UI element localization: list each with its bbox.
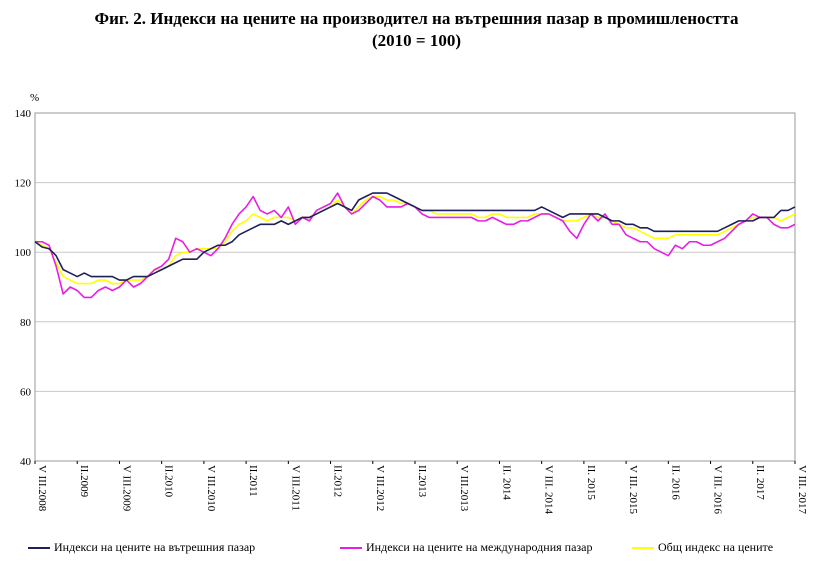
gridlines	[34, 112, 796, 462]
series-line-1	[35, 192, 796, 299]
x-tick-label: II. 2016	[669, 465, 681, 500]
series-line-0	[34, 192, 796, 281]
x-tick-label: V III. 2014	[543, 465, 555, 514]
y-tick-label: 120	[15, 178, 32, 190]
series-line-2	[34, 195, 796, 285]
y-tick-label: 80	[20, 317, 32, 329]
chart-title-line: Фиг. 2. Индекси на цените на производите…	[94, 9, 739, 28]
legend-swatch-domestic	[28, 547, 50, 550]
y-tick-label: 140	[15, 108, 32, 120]
x-tick-label: II.2013	[416, 465, 428, 498]
x-tick-label: II. 2015	[585, 465, 597, 500]
plot-area-border	[34, 112, 796, 462]
x-tick-label: V III.2012	[374, 465, 386, 511]
chart-title: Фиг. 2. Индекси на цените на производите…	[0, 8, 833, 52]
x-tick-label: V III.2013	[458, 465, 470, 512]
x-tick-label: V III.2008	[36, 465, 48, 512]
legend-swatch-total	[632, 547, 654, 550]
x-tick-label: II. 2017	[754, 465, 766, 500]
x-tick-label: II. 2014	[500, 465, 512, 500]
x-tick-label: V III. 2015	[627, 465, 639, 514]
legend-label-domestic: Индекси на цените на вътрешния пазар	[54, 540, 256, 554]
x-tick-label: V III.2011	[289, 465, 301, 511]
x-tick-label: II.2009	[78, 465, 90, 498]
legend-swatch-international	[340, 547, 362, 550]
x-tick-label: II.2011	[247, 465, 259, 497]
series-lines	[34, 192, 796, 299]
x-tick-label: II.2010	[163, 465, 175, 498]
x-tick-label: V III.2010	[205, 465, 217, 512]
x-tick-label: V III. 2017	[796, 465, 808, 514]
x-tick-labels: V III.2008 II.2009 V III.2009 II.2010 V III.…	[34, 461, 808, 514]
legend-label-international: Индекси на цените на международния пазар	[366, 540, 593, 554]
y-axis-unit-label: %	[30, 92, 39, 104]
y-tick-label: 40	[20, 456, 32, 468]
y-tick-label: 100	[15, 247, 32, 259]
legend: Индекси на цените на вътрешния пазар Инд…	[0, 540, 833, 560]
chart-subtitle: (2010 = 100)	[371, 31, 461, 50]
legend-item-total: Общ индекс на цените	[632, 540, 773, 555]
legend-item-domestic: Индекси на цените на вътрешния пазар	[28, 540, 255, 555]
legend-item-international: Индекси на цените на международния пазар	[340, 540, 592, 555]
y-tick-labels: 40 60 80 100 120 140	[15, 108, 32, 468]
x-tick-label: V III.2009	[120, 465, 132, 512]
y-tick-label: 60	[20, 386, 32, 398]
x-tick-label: V III. 2016	[712, 465, 724, 514]
legend-label-total: Общ индекс на цените	[658, 540, 774, 554]
x-tick-label: II.2012	[332, 465, 344, 497]
